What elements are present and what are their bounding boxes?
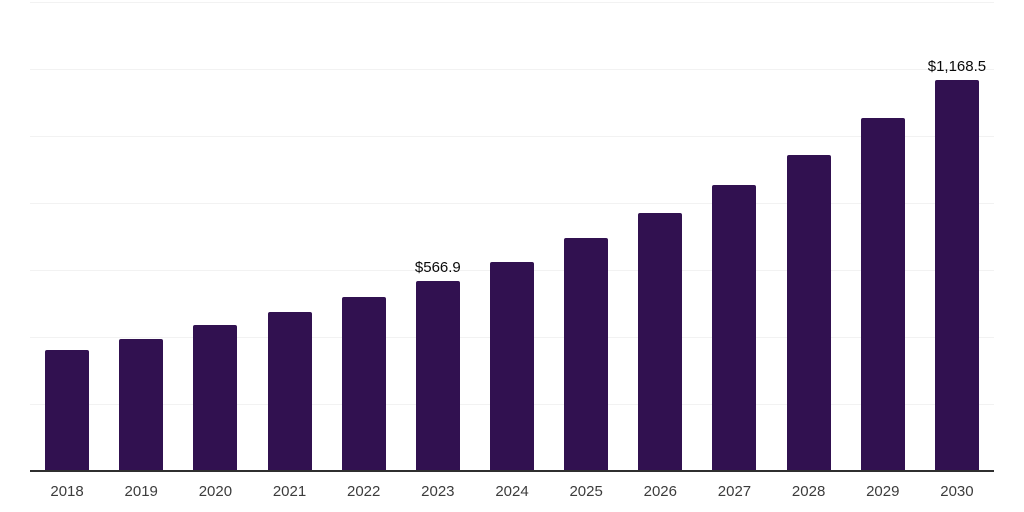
bar-2027 bbox=[712, 184, 757, 471]
bar-value-label-2023: $566.9 bbox=[414, 259, 461, 277]
x-tick-label-2021: 2021 bbox=[272, 483, 307, 500]
bar-2021 bbox=[267, 311, 312, 471]
x-tick-label-2027: 2027 bbox=[717, 483, 752, 500]
bar-2029 bbox=[860, 117, 905, 471]
x-tick-label-2028: 2028 bbox=[791, 483, 826, 500]
plot-area: $566.9 $1,168.5 bbox=[30, 2, 994, 472]
bar-2022 bbox=[341, 297, 386, 471]
bar-2024 bbox=[490, 261, 534, 471]
bar-2028 bbox=[786, 155, 831, 471]
x-tick-label-2020: 2020 bbox=[198, 483, 233, 500]
bar-2019 bbox=[119, 339, 164, 471]
gridline bbox=[30, 136, 994, 137]
x-tick-label-2030: 2030 bbox=[940, 483, 974, 500]
x-axis-line bbox=[30, 470, 994, 472]
x-tick-label-2019: 2019 bbox=[124, 483, 158, 500]
x-tick-label-2024: 2024 bbox=[495, 483, 529, 500]
bar-value-label-2030: $1,168.5 bbox=[927, 57, 987, 75]
x-axis-labels: 2018 2019 2020 2021 2022 2023 2024 2025 2026 2027… bbox=[30, 484, 994, 504]
x-tick-label-2023: 2023 bbox=[421, 483, 455, 500]
gridline bbox=[30, 2, 994, 3]
x-tick-label-2029: 2029 bbox=[866, 483, 900, 500]
bar-2025 bbox=[564, 237, 609, 471]
bar-2030 bbox=[934, 79, 979, 471]
bar-2026 bbox=[638, 213, 683, 471]
x-tick-label-2025: 2025 bbox=[569, 483, 603, 500]
x-tick-label-2018: 2018 bbox=[50, 483, 84, 500]
bar-2018 bbox=[45, 350, 90, 471]
gridline bbox=[30, 203, 994, 204]
bar-2023 bbox=[415, 281, 460, 471]
bar-2020 bbox=[193, 324, 238, 471]
x-tick-label-2026: 2026 bbox=[643, 483, 677, 500]
x-tick-label-2022: 2022 bbox=[347, 483, 381, 500]
gridline bbox=[30, 69, 994, 70]
